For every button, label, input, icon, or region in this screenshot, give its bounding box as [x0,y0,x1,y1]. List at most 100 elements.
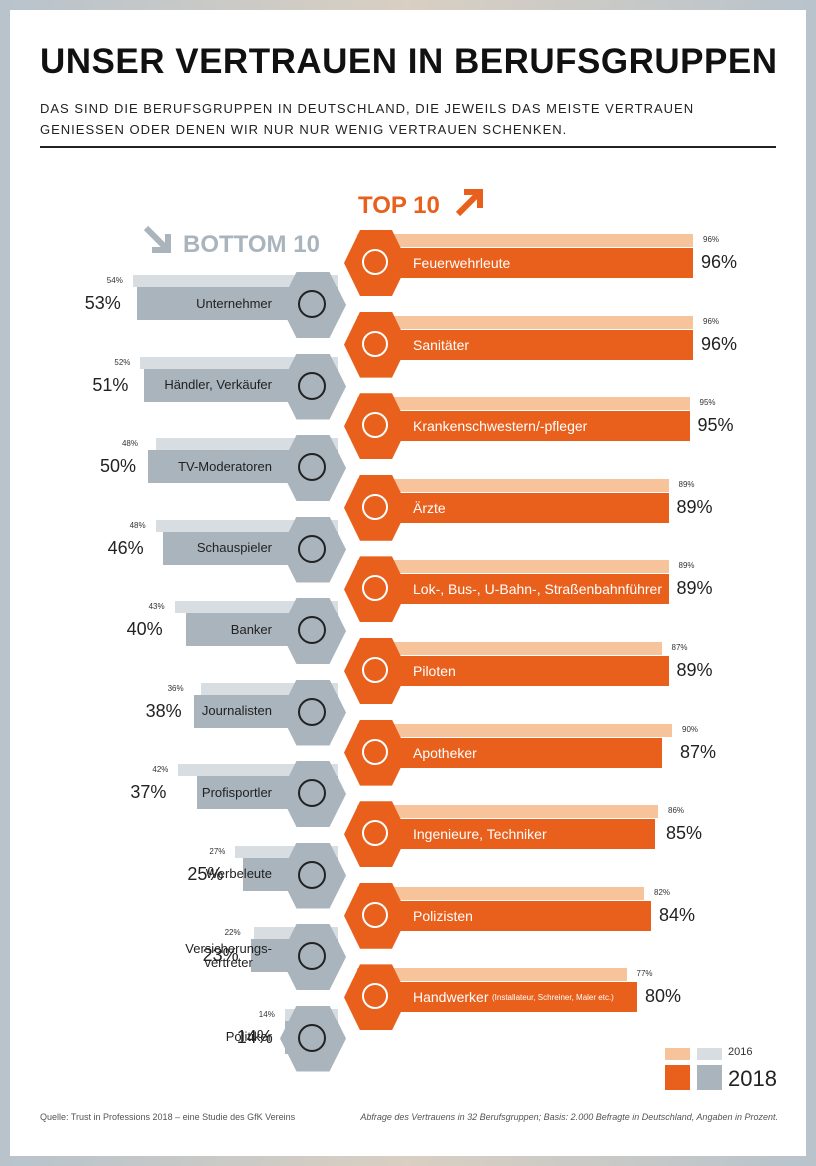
bar [140,356,338,369]
value-label: 48% [129,520,146,530]
up-arrow [455,189,483,217]
legend-label: 2018 [728,1066,777,1091]
category-label: Ingenieure, Techniker [413,826,547,843]
value-label: 77% [636,969,653,979]
value-label: 36% [167,683,184,693]
bar [357,574,669,605]
value-label: 43% [148,602,165,611]
footnote: Abfrage des Vertrauens in 32 Berufsgrupp… [360,1112,778,1122]
icon [298,860,326,889]
category-label: Polizisten [413,907,473,924]
icon [298,453,326,481]
bar [357,723,672,737]
category-label: Versicherungs- vertreter [185,940,272,970]
bar [357,968,627,982]
value-label: 85% [666,823,703,844]
value-label: 82% [654,887,671,897]
value-label: 87% [680,741,717,762]
value-label: 96% [703,235,720,244]
value-label: 87% [671,643,688,652]
icon [298,290,326,318]
category-label: Händler, Verkäufer [164,377,272,392]
bar [357,411,690,442]
bar [357,478,669,492]
value-label: 14% [236,1026,273,1047]
value-label: 89% [676,578,713,599]
icon [298,1023,326,1052]
icon [362,820,388,847]
category-label: Handwerker [413,989,489,1006]
bar [357,560,669,574]
icon [362,657,388,683]
category-label: Krankenschwestern/-pfleger [413,418,588,435]
icon [362,901,388,928]
icon [298,534,326,563]
value-label: 38% [145,700,182,721]
bar [357,315,693,329]
icon [362,575,388,602]
value-label: 23% [202,945,239,965]
icon [362,738,388,765]
value-label: 37% [130,782,167,802]
value-label: 95% [699,398,716,408]
value-label: 27% [209,846,226,856]
top-title: TOP 10 [358,192,440,219]
legend-swatch [697,1065,722,1090]
value-label: 86% [668,806,685,816]
down-arrow [143,225,171,253]
value-label: 89% [678,561,695,571]
bar [132,275,338,287]
icon [298,779,326,807]
bar [357,656,669,686]
legend-swatch [697,1048,722,1060]
category-label: Piloten [413,663,456,679]
legend-swatch [665,1065,690,1090]
bar [357,329,693,360]
subtitle: DAS SIND DIE BERUFSGRUPPEN IN DEUTSCHLAN… [40,101,695,137]
category-label: Apotheker [413,744,477,761]
value-label: 22% [224,928,241,937]
icon [298,616,326,644]
category-label: Ärzte [413,499,446,516]
icon [362,493,388,520]
bottom-title: BOTTOM 10 [183,231,320,258]
value-label: 96% [701,333,738,354]
category-label: Journalisten [201,703,272,718]
value-label: 96% [703,316,720,326]
category-label: Banker [230,621,272,637]
category-label: Schauspieler [196,540,272,555]
category-label: Lok-, Bus-, U-Bahn-, Straßenbahnführer [413,581,663,598]
legend-label: 2016 [728,1046,753,1058]
value-label: 89% [676,496,713,517]
category-note: (Installateur, Schreiner, Maler etc.) [492,993,614,1003]
icon [362,330,388,357]
value-label: 89% [678,479,695,489]
bar [357,805,658,819]
value-label: 51% [92,374,129,395]
value-label: 52% [114,357,131,367]
icon [362,412,388,439]
value-label: 95% [697,415,734,436]
category-label: Politiker [225,1029,272,1044]
title: UNSER VERTRAUEN IN BERUFSGRUPPEN [40,42,778,81]
icon [298,697,326,726]
category-label: Unternehmer [196,295,272,311]
bar [357,248,693,278]
source: Quelle: Trust in Professions 2018 – eine… [40,1112,296,1122]
category-label: TV-Moderatoren [178,458,272,474]
category-label: Sanitäter [413,336,470,353]
value-label: 25% [187,863,224,884]
value-label: 50% [99,456,136,476]
icon [298,371,326,400]
bar [357,492,669,523]
divider [40,146,776,148]
value-label: 54% [106,276,123,285]
value-label: 42% [152,765,169,774]
icon [362,983,388,1010]
category-label: Werbeleute [205,866,272,881]
bar [357,642,662,655]
value-label: 48% [121,439,138,448]
value-label: 80% [645,986,682,1007]
icon [298,942,326,970]
value-label: 89% [676,660,713,680]
